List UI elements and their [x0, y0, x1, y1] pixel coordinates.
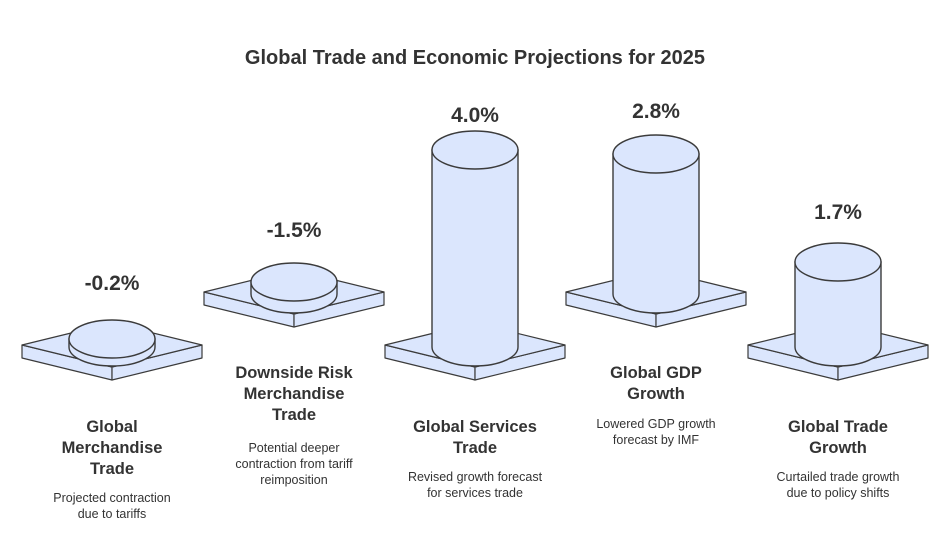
chart-marks: -0.2% Global Merchandise Trade Projected con… [21, 100, 929, 521]
bar-group: -1.5% Downside Risk Merchandise Trade Potent… [203, 219, 385, 487]
bar [794, 242, 882, 367]
bar-body [612, 153, 700, 314]
bar-body [431, 149, 519, 367]
category-label: Growth [627, 385, 685, 403]
category-label: Trade [453, 439, 497, 457]
category-description: Potential deeper [248, 441, 339, 455]
data-label: -0.2% [85, 272, 140, 295]
data-label: 1.7% [814, 201, 862, 224]
category-label: Trade [90, 460, 134, 478]
category-label: Merchandise [62, 439, 163, 457]
category-description: contraction from tariff [235, 457, 353, 471]
bar [612, 134, 700, 314]
category-description: forecast by IMF [613, 433, 699, 447]
bar [431, 130, 519, 367]
category-description: due to tariffs [78, 507, 147, 521]
category-label: Global [86, 418, 137, 436]
data-label: -1.5% [267, 219, 322, 242]
bar-group: 4.0% Global Services Trade Revised growth f… [384, 104, 566, 500]
bar-group: 1.7% Global Trade Growth Curtailed trade gr… [747, 201, 929, 500]
category-description: Projected contraction [53, 491, 170, 505]
category-description: for services trade [427, 486, 523, 500]
category-description: Curtailed trade growth [777, 470, 900, 484]
category-description: Revised growth forecast [408, 470, 543, 484]
category-description: reimposition [260, 473, 327, 487]
category-label: Growth [809, 439, 867, 457]
bar-body [794, 261, 882, 367]
bar [250, 262, 338, 314]
bar-top [794, 242, 882, 282]
category-label: Global Services [413, 418, 537, 436]
bar-top [431, 130, 519, 170]
category-label: Global GDP [610, 364, 702, 382]
bar-group: -0.2% Global Merchandise Trade Projected con… [21, 272, 203, 521]
bar-top [250, 262, 338, 302]
category-label: Global Trade [788, 418, 888, 436]
category-label: Merchandise [244, 385, 345, 403]
data-label: 2.8% [632, 100, 680, 123]
chart-title: Global Trade and Economic Projections fo… [245, 47, 705, 69]
category-label: Trade [272, 406, 316, 424]
bar-top [68, 319, 156, 359]
category-description: due to policy shifts [787, 486, 890, 500]
data-label: 4.0% [451, 104, 499, 127]
bar-group: 2.8% Global GDP Growth Lowered GDP growth fo… [565, 100, 747, 447]
bar-top [612, 134, 700, 174]
category-label: Downside Risk [235, 364, 353, 382]
bar [68, 319, 156, 367]
category-description: Lowered GDP growth [596, 417, 715, 431]
